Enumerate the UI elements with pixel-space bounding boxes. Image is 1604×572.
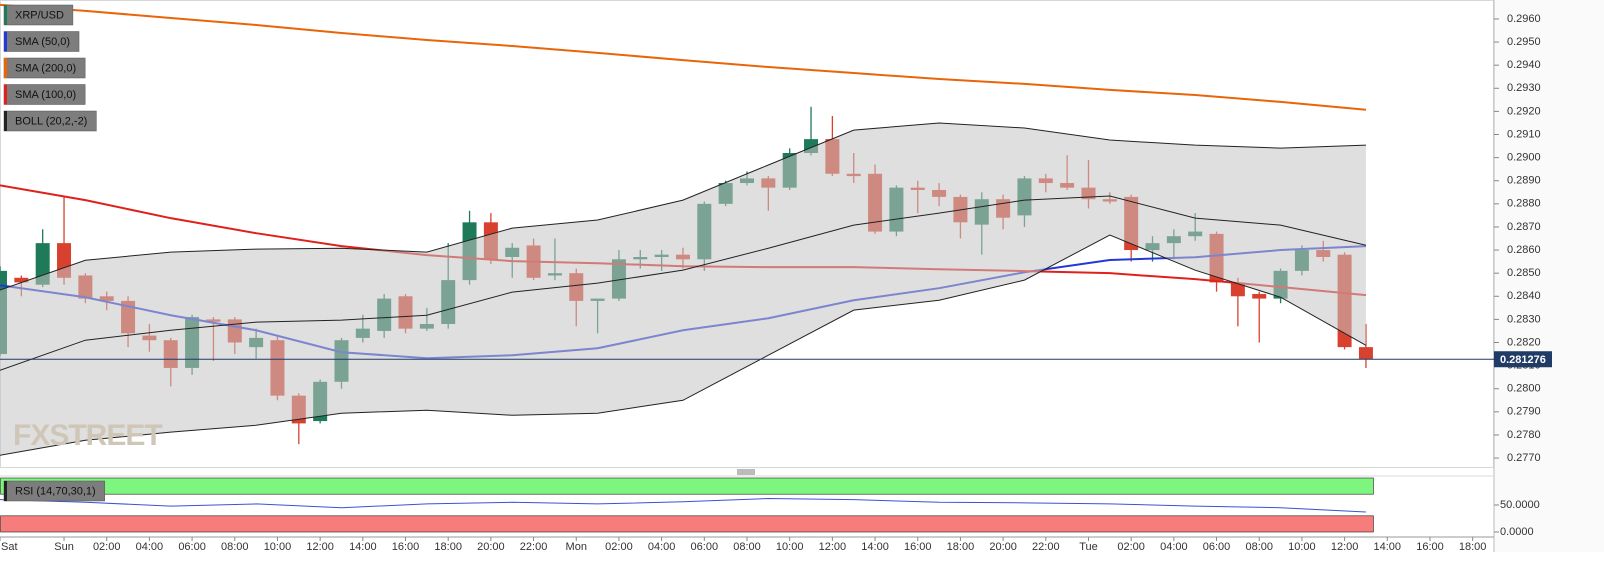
x-tick-label: 02:00 — [605, 541, 633, 553]
candle-body — [14, 277, 29, 283]
y-tick-label: 0.0000 — [1500, 526, 1534, 538]
x-tick-label: 06:00 — [691, 541, 719, 553]
x-tick-label: 14:00 — [349, 541, 377, 553]
x-tick-label: 04:00 — [136, 541, 164, 553]
last-price-label: 0.281276 — [1500, 354, 1546, 366]
x-tick-label: 14:00 — [1374, 541, 1402, 553]
legend-label: SMA (100,0) — [15, 89, 76, 101]
x-tick-label: Sat — [1, 541, 18, 553]
y-tick-label: 0.2770 — [1507, 452, 1541, 464]
x-tick-label: 18:00 — [947, 541, 975, 553]
badge-color — [4, 58, 7, 78]
candle-body — [1358, 347, 1373, 360]
badge-color — [4, 481, 7, 501]
y-tick-label: 0.2870 — [1507, 221, 1541, 233]
legend-badge[interactable]: SMA (100,0) — [3, 84, 86, 105]
x-tick-label: 16:00 — [1416, 541, 1444, 553]
candle-body — [1252, 293, 1267, 299]
bollinger-fill — [0, 122, 1366, 456]
x-tick-label: Mon — [566, 541, 587, 553]
legend-badge[interactable]: SMA (200,0) — [3, 57, 86, 79]
panel-handle[interactable] — [737, 469, 755, 475]
y-tick-label: 0.2940 — [1507, 59, 1541, 71]
y-tick-label: 0.2820 — [1507, 336, 1541, 348]
y-tick-label: 0.2960 — [1507, 13, 1541, 25]
x-tick-label: Tue — [1079, 541, 1098, 553]
x-tick-label: 14:00 — [861, 541, 889, 553]
y-tick-label: 0.2890 — [1507, 175, 1541, 187]
y-tick-label: 0.2780 — [1507, 429, 1541, 441]
y-tick-label: 0.2920 — [1507, 105, 1541, 117]
x-tick-label: 08:00 — [221, 541, 249, 553]
x-tick-label: 12:00 — [1331, 541, 1359, 553]
x-tick-label: 02:00 — [1117, 541, 1145, 553]
y-tick-label: 0.2930 — [1507, 82, 1541, 94]
badge-color — [4, 5, 7, 25]
legend-badge[interactable]: RSI (14,70,30,1) — [3, 480, 105, 502]
x-tick-label: 20:00 — [989, 541, 1017, 553]
price-axis — [1494, 0, 1604, 552]
x-tick-label: 10:00 — [776, 541, 804, 553]
legend-label: XRP/USD — [15, 9, 64, 21]
x-tick-label: 04:00 — [1160, 541, 1188, 553]
x-tick-label: 10:00 — [1288, 541, 1316, 553]
legend-badge[interactable]: SMA (50,0) — [3, 31, 80, 52]
y-tick-label: 0.2860 — [1507, 244, 1541, 256]
rsi-band — [0, 477, 1374, 495]
legend-badge[interactable]: BOLL (20,2,-2) — [3, 110, 97, 132]
x-tick-label: 20:00 — [477, 541, 505, 553]
y-tick-label: 0.2880 — [1507, 198, 1541, 210]
x-tick-label: 16:00 — [904, 541, 932, 553]
legend-badge[interactable]: XRP/USD — [3, 4, 74, 26]
x-tick-label: 22:00 — [1032, 541, 1060, 553]
y-tick-label: 0.2910 — [1507, 128, 1541, 140]
y-tick-label: 0.2840 — [1507, 290, 1541, 302]
x-tick-label: 08:00 — [733, 541, 761, 553]
badge-color — [4, 111, 7, 131]
watermark: FXSTREET — [13, 419, 162, 452]
x-tick-label: Sun — [54, 541, 74, 553]
x-tick-label: 08:00 — [1245, 541, 1273, 553]
y-tick-label: 0.2900 — [1507, 152, 1541, 164]
x-tick-label: 10:00 — [264, 541, 292, 553]
candle-body — [1230, 282, 1245, 297]
legend-label: SMA (50,0) — [15, 36, 70, 48]
y-tick-label: 0.2800 — [1507, 383, 1541, 395]
legend-label: BOLL (20,2,-2) — [15, 115, 87, 127]
y-tick-label: 0.2850 — [1507, 267, 1541, 279]
legend-label: SMA (200,0) — [15, 62, 76, 74]
y-tick-label: 50.0000 — [1500, 499, 1540, 511]
x-tick-label: 16:00 — [392, 541, 420, 553]
x-tick-label: 06:00 — [1203, 541, 1231, 553]
bollinger-upper — [0, 122, 1366, 291]
x-tick-label: 12:00 — [306, 541, 334, 553]
x-tick-label: 06:00 — [178, 541, 206, 553]
bollinger-middle — [0, 195, 1367, 371]
x-tick-label: 02:00 — [93, 541, 121, 553]
x-tick-label: 18:00 — [434, 541, 462, 553]
bollinger-lower — [0, 234, 1367, 456]
last-price-box — [1494, 351, 1552, 368]
badge-color — [4, 84, 7, 105]
y-tick-label: 0.2790 — [1507, 406, 1541, 418]
y-tick-label: 0.2950 — [1507, 36, 1541, 48]
rsi-band — [0, 515, 1374, 533]
y-tick-label: 0.2830 — [1507, 313, 1541, 325]
x-tick-label: 18:00 — [1459, 541, 1487, 553]
x-tick-label: 04:00 — [648, 541, 676, 553]
legend-label: RSI (14,70,30,1) — [15, 485, 96, 497]
x-tick-label: 12:00 — [819, 541, 847, 553]
rsi-line — [0, 498, 1366, 513]
sma-line — [0, 3, 1367, 111]
badge-color — [4, 31, 7, 52]
x-tick-label: 22:00 — [520, 541, 548, 553]
